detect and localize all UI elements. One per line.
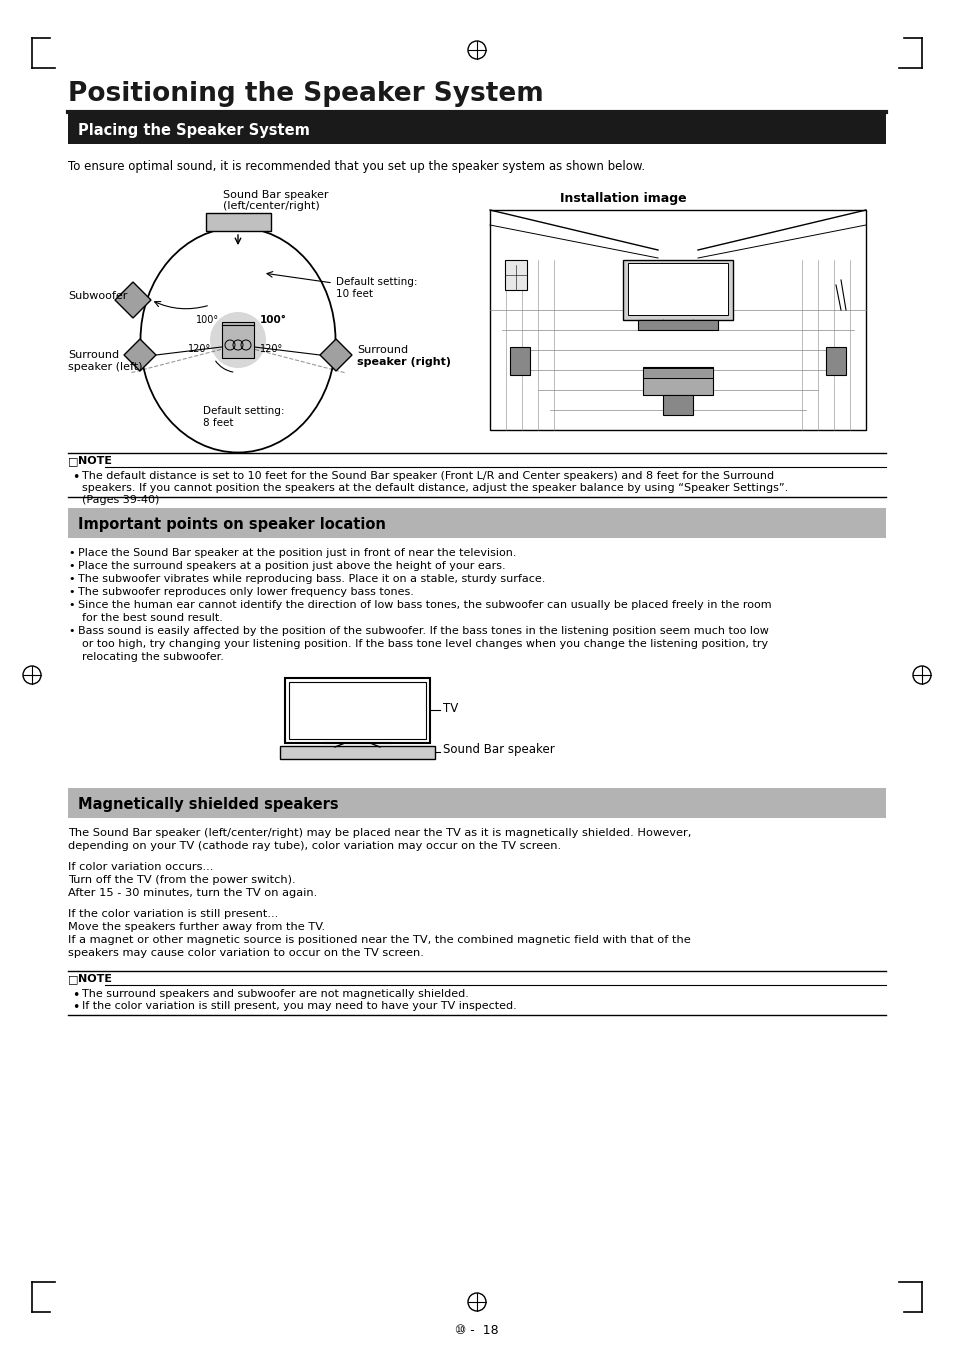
Text: speaker (right): speaker (right) bbox=[356, 356, 451, 367]
Text: relocating the subwoofer.: relocating the subwoofer. bbox=[82, 652, 224, 662]
Bar bbox=[68, 508, 885, 539]
Text: speakers. If you cannot position the speakers at the default distance, adjust th: speakers. If you cannot position the spe… bbox=[82, 483, 787, 493]
Text: If color variation occurs...: If color variation occurs... bbox=[68, 863, 213, 872]
Text: depending on your TV (cathode ray tube), color variation may occur on the TV scr: depending on your TV (cathode ray tube),… bbox=[68, 841, 560, 850]
Text: Magnetically shielded speakers: Magnetically shielded speakers bbox=[78, 796, 338, 811]
Text: NOTE: NOTE bbox=[78, 973, 112, 984]
Text: (left/center/right): (left/center/right) bbox=[223, 201, 319, 211]
Bar bbox=[289, 682, 426, 738]
Text: (Pages 39-40): (Pages 39-40) bbox=[82, 495, 159, 505]
Bar bbox=[642, 369, 712, 378]
Text: □: □ bbox=[68, 973, 78, 984]
Text: Placing the Speaker System: Placing the Speaker System bbox=[78, 123, 310, 138]
Text: Subwoofer: Subwoofer bbox=[68, 292, 128, 301]
Text: The surround speakers and subwoofer are not magnetically shielded.: The surround speakers and subwoofer are … bbox=[82, 990, 468, 999]
Text: Place the Sound Bar speaker at the position just in front of near the television: Place the Sound Bar speaker at the posit… bbox=[78, 548, 516, 558]
Bar bbox=[222, 323, 253, 358]
Text: Place the surround speakers at a position just above the height of your ears.: Place the surround speakers at a positio… bbox=[78, 562, 505, 571]
Text: Turn off the TV (from the power switch).: Turn off the TV (from the power switch). bbox=[68, 875, 295, 886]
Text: 100°: 100° bbox=[195, 315, 219, 325]
Bar bbox=[662, 396, 692, 414]
Circle shape bbox=[210, 312, 266, 369]
Text: Sound Bar speaker: Sound Bar speaker bbox=[223, 190, 328, 200]
Bar bbox=[68, 113, 885, 144]
Text: Since the human ear cannot identify the direction of low bass tones, the subwoof: Since the human ear cannot identify the … bbox=[78, 599, 771, 610]
Text: Surround: Surround bbox=[356, 346, 408, 355]
Text: •: • bbox=[71, 471, 79, 485]
Bar bbox=[490, 211, 865, 431]
Text: speaker (left): speaker (left) bbox=[68, 362, 142, 373]
Text: □: □ bbox=[68, 456, 78, 466]
Bar bbox=[510, 347, 530, 375]
Text: The default distance is set to 10 feet for the Sound Bar speaker (Front L/R and : The default distance is set to 10 feet f… bbox=[82, 471, 773, 481]
Text: •: • bbox=[68, 562, 74, 571]
Text: The subwoofer vibrates while reproducing bass. Place it on a stable, sturdy surf: The subwoofer vibrates while reproducing… bbox=[78, 574, 545, 585]
Bar bbox=[504, 261, 526, 290]
Polygon shape bbox=[115, 282, 151, 319]
Text: 120°: 120° bbox=[188, 344, 211, 354]
Text: •: • bbox=[71, 990, 79, 1002]
Bar bbox=[638, 320, 718, 329]
Text: The subwoofer reproduces only lower frequency bass tones.: The subwoofer reproduces only lower freq… bbox=[78, 587, 414, 597]
Text: •: • bbox=[68, 548, 74, 558]
Text: Default setting:: Default setting: bbox=[203, 406, 284, 416]
Text: After 15 - 30 minutes, turn the TV on again.: After 15 - 30 minutes, turn the TV on ag… bbox=[68, 888, 317, 898]
Text: ⑩ -  18: ⑩ - 18 bbox=[455, 1323, 498, 1336]
Bar bbox=[68, 788, 885, 818]
Text: or too high, try changing your listening position. If the bass tone level change: or too high, try changing your listening… bbox=[82, 639, 767, 649]
Text: NOTE: NOTE bbox=[78, 456, 112, 466]
Bar bbox=[280, 747, 435, 759]
Text: •: • bbox=[68, 574, 74, 585]
Text: Important points on speaker location: Important points on speaker location bbox=[78, 517, 385, 532]
Bar bbox=[627, 263, 727, 315]
Polygon shape bbox=[124, 339, 156, 371]
Bar bbox=[206, 213, 271, 231]
Text: •: • bbox=[68, 587, 74, 597]
Text: Surround: Surround bbox=[68, 350, 119, 360]
Polygon shape bbox=[319, 339, 352, 371]
Text: To ensure optimal sound, it is recommended that you set up the speaker system as: To ensure optimal sound, it is recommend… bbox=[68, 161, 644, 173]
Text: If a magnet or other magnetic source is positioned near the TV, the combined mag: If a magnet or other magnetic source is … bbox=[68, 936, 690, 945]
Text: Positioning the Speaker System: Positioning the Speaker System bbox=[68, 81, 543, 107]
Bar bbox=[642, 367, 712, 396]
Text: 10 feet: 10 feet bbox=[335, 289, 373, 298]
Text: If the color variation is still present...: If the color variation is still present.… bbox=[68, 909, 278, 919]
Text: •: • bbox=[68, 626, 74, 636]
Text: Bass sound is easily affected by the position of the subwoofer. If the bass tone: Bass sound is easily affected by the pos… bbox=[78, 626, 768, 636]
Text: •: • bbox=[71, 1000, 79, 1014]
Text: •: • bbox=[68, 599, 74, 610]
Text: The Sound Bar speaker (left/center/right) may be placed near the TV as it is mag: The Sound Bar speaker (left/center/right… bbox=[68, 828, 691, 838]
Text: Default setting:: Default setting: bbox=[335, 277, 417, 288]
Text: for the best sound result.: for the best sound result. bbox=[82, 613, 223, 622]
Text: TV: TV bbox=[442, 702, 457, 714]
Text: If the color variation is still present, you may need to have your TV inspected.: If the color variation is still present,… bbox=[82, 1000, 517, 1011]
Text: Sound Bar speaker: Sound Bar speaker bbox=[442, 744, 554, 756]
Text: Installation image: Installation image bbox=[559, 192, 686, 205]
Bar bbox=[622, 261, 732, 320]
Text: 120°: 120° bbox=[260, 344, 283, 354]
Text: Move the speakers further away from the TV.: Move the speakers further away from the … bbox=[68, 922, 325, 931]
Bar bbox=[825, 347, 845, 375]
Bar bbox=[285, 678, 430, 743]
Text: speakers may cause color variation to occur on the TV screen.: speakers may cause color variation to oc… bbox=[68, 948, 423, 958]
Text: 100°: 100° bbox=[260, 315, 287, 325]
Text: 8 feet: 8 feet bbox=[203, 418, 233, 428]
